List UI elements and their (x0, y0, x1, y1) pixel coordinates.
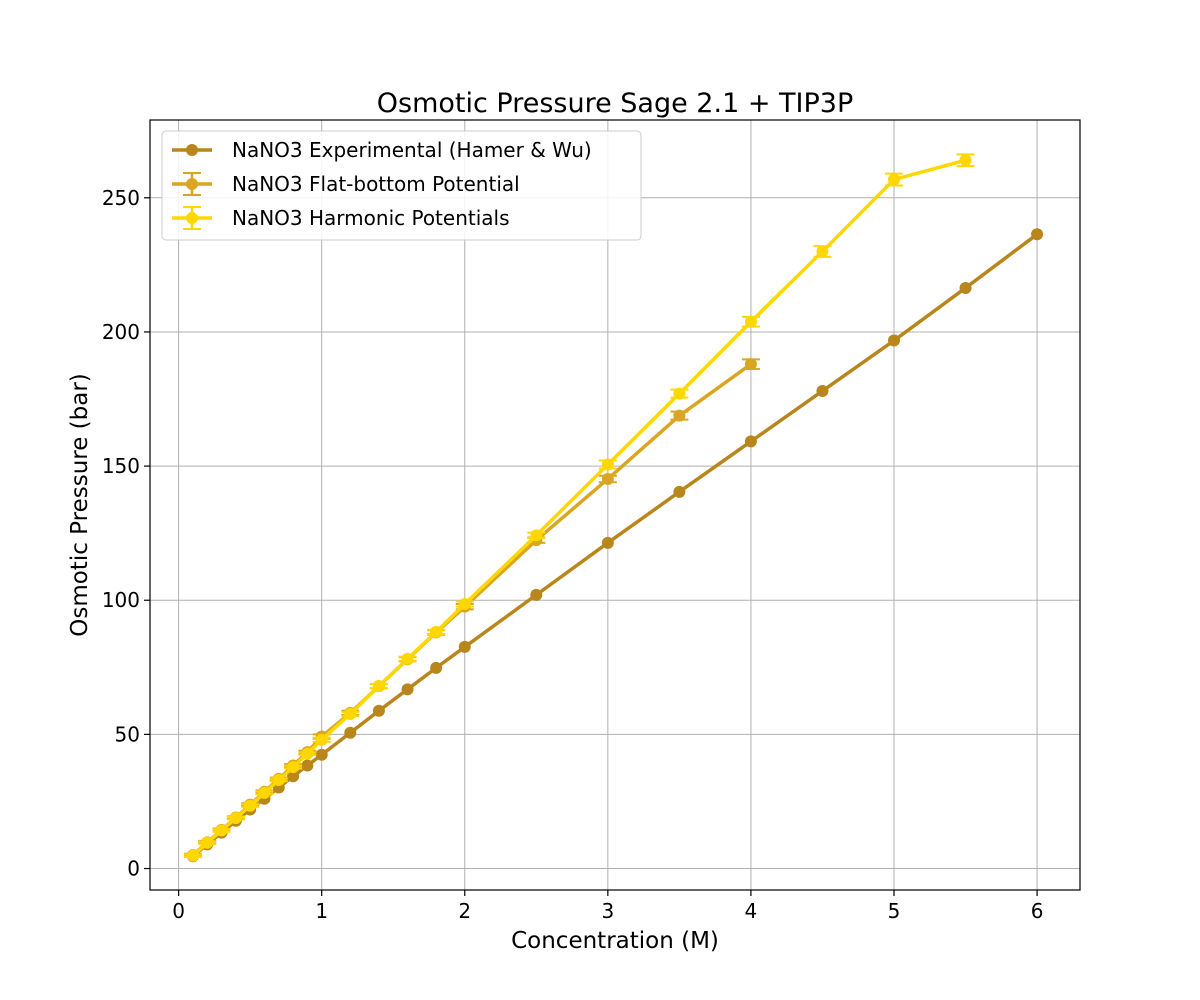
data-point (244, 799, 257, 812)
legend-label: NaNO3 Experimental (Hamer & Wu) (232, 138, 592, 162)
legend-box (161, 130, 642, 241)
data-point (315, 733, 328, 746)
plot-series (183, 153, 1044, 863)
y-tick-label: 0 (127, 857, 140, 881)
data-point (888, 334, 900, 347)
data-point (816, 384, 829, 397)
data-point (301, 759, 314, 772)
data-point (372, 680, 385, 693)
axis-ticks: 0 1 2 3 4 5 6 0 50 100 150 200 250 (102, 186, 1044, 923)
data-point (401, 683, 414, 696)
data-point (430, 661, 443, 674)
data-point (744, 315, 757, 328)
data-point (315, 748, 328, 761)
data-point (458, 640, 471, 653)
data-point (344, 708, 357, 720)
data-point (201, 836, 214, 849)
data-point (258, 786, 271, 799)
data-point (673, 387, 686, 400)
legend-label: NaNO3 Flat-bottom Potential (232, 172, 520, 196)
data-point (372, 704, 385, 717)
x-tick-label: 4 (745, 899, 758, 923)
x-tick-label: 5 (888, 899, 901, 923)
x-tick-label: 1 (315, 899, 328, 923)
data-point (186, 849, 199, 862)
y-tick-label: 250 (102, 186, 140, 210)
data-point (959, 281, 972, 294)
legend-entry: NaNO3 Flat-bottom Potential (172, 172, 520, 196)
data-point (344, 726, 357, 739)
x-tick-label: 3 (601, 899, 614, 923)
legend: NaNO3 Experimental (Hamer & Wu) NaNO3 Fla… (161, 130, 642, 241)
legend-marker (186, 178, 198, 190)
data-point (744, 358, 757, 371)
legend-marker (186, 144, 198, 156)
data-point (959, 154, 972, 167)
data-point (1031, 228, 1044, 241)
data-point (601, 458, 614, 471)
x-tick-label: 6 (1031, 899, 1044, 923)
series-line (191, 158, 966, 857)
data-point (301, 747, 314, 760)
data-point (601, 536, 614, 549)
legend-label: NaNO3 Harmonic Potentials (232, 206, 510, 230)
data-point (229, 812, 242, 825)
legend-entry: NaNO3 Harmonic Potentials (172, 206, 510, 230)
data-point (888, 173, 900, 186)
data-point (401, 652, 414, 665)
y-axis-label: Osmotic Pressure (bar) (67, 373, 93, 637)
y-tick-label: 50 (115, 722, 140, 746)
y-tick-label: 150 (102, 454, 140, 478)
chart-title: Osmotic Pressure Sage 2.1 + TIP3P (377, 88, 853, 119)
data-point (673, 485, 686, 498)
data-point (673, 409, 686, 422)
plot-area-frame (149, 119, 1081, 891)
series-3 (183, 153, 975, 862)
x-axis-label: Concentration (M) (511, 928, 719, 954)
data-point (530, 588, 543, 601)
data-point (287, 761, 300, 774)
legend-marker (186, 212, 198, 224)
data-point (215, 824, 228, 837)
data-point (430, 625, 443, 638)
y-tick-label: 100 (102, 588, 140, 612)
data-point (287, 770, 300, 783)
legend-entry: NaNO3 Experimental (Hamer & Wu) (172, 138, 592, 162)
y-tick-label: 200 (102, 320, 140, 344)
grid-lines (150, 120, 1080, 890)
data-point (816, 245, 829, 258)
data-point (458, 598, 471, 610)
data-point (601, 472, 614, 485)
x-tick-label: 2 (458, 899, 471, 923)
x-tick-label: 0 (172, 899, 185, 923)
data-point (272, 774, 285, 786)
data-point (744, 435, 757, 448)
data-point (530, 529, 543, 542)
